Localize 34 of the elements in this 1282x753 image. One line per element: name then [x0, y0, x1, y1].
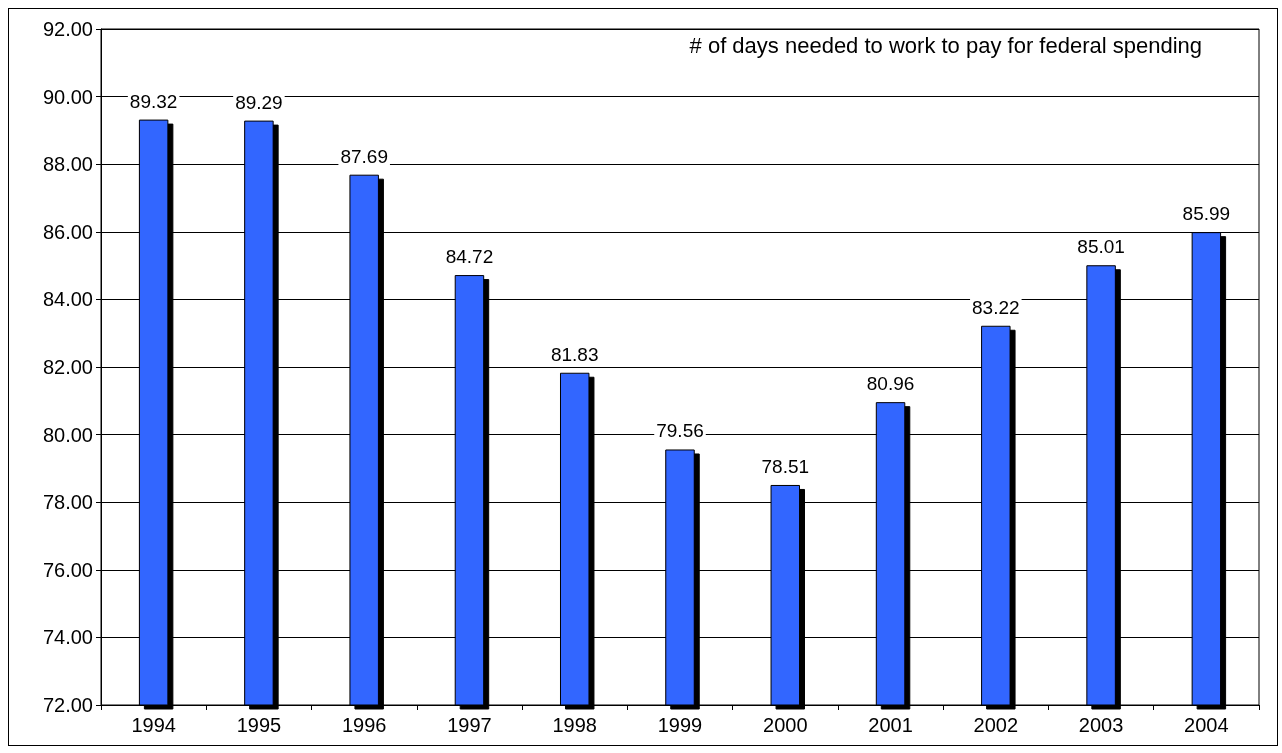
data-label: 78.51 — [761, 455, 810, 477]
x-tick-label: 2001 — [868, 714, 913, 736]
data-label: 79.56 — [656, 420, 704, 442]
data-label: 89.29 — [235, 91, 283, 113]
y-tick-label: 92.00 — [42, 18, 93, 40]
data-label: 83.22 — [972, 296, 1020, 318]
x-tick-label: 2004 — [1184, 714, 1229, 736]
data-label: 89.32 — [129, 90, 178, 112]
data-label: 81.83 — [550, 343, 599, 365]
data-label: 85.01 — [1077, 236, 1125, 258]
x-tick-label: 2002 — [973, 714, 1019, 736]
y-tick-label: 86.00 — [42, 220, 93, 243]
y-tick-label: 74.00 — [42, 626, 93, 649]
x-tick-label: 1997 — [447, 714, 492, 736]
y-tick-label: 72.00 — [42, 694, 93, 716]
x-tick-label: 2000 — [763, 714, 808, 736]
data-label: 84.72 — [445, 246, 494, 268]
y-tick-label: 78.00 — [42, 491, 93, 514]
x-tick-label: 1994 — [131, 714, 176, 736]
y-tick-label: 90.00 — [42, 85, 93, 108]
data-label: 87.69 — [340, 145, 388, 167]
y-tick-label: 84.00 — [42, 288, 93, 311]
x-tick-label: 1996 — [341, 714, 387, 736]
y-tick-label: 88.00 — [42, 153, 93, 176]
y-tick-label: 82.00 — [42, 356, 93, 378]
x-tick-label: 1995 — [236, 714, 282, 736]
y-tick-label: 80.00 — [42, 423, 93, 446]
chart-title: # of days needed to work to pay for federal spending — [689, 32, 1203, 58]
data-label: 85.99 — [1182, 203, 1231, 225]
x-tick-label: 2003 — [1078, 714, 1124, 736]
x-tick-label: 1998 — [552, 714, 597, 736]
y-tick-label: 76.00 — [42, 558, 93, 581]
data-label: 80.96 — [866, 373, 915, 395]
x-tick-label: 1999 — [657, 714, 703, 736]
